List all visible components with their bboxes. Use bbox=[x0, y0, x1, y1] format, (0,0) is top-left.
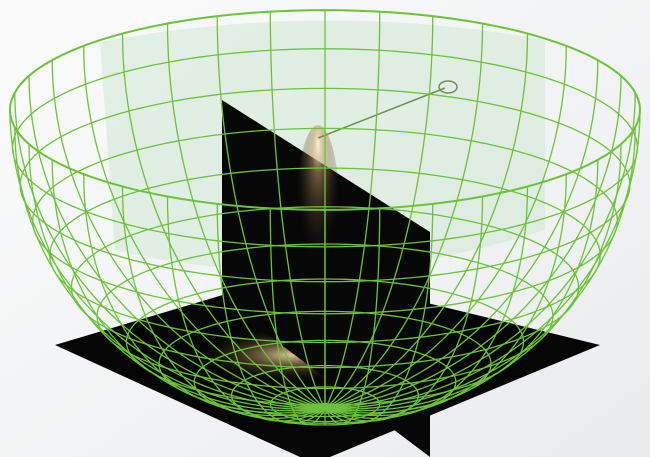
longitude-line bbox=[28, 75, 326, 410]
longitude-line bbox=[121, 33, 326, 410]
longitude-line bbox=[324, 208, 381, 426]
longitude-line bbox=[324, 92, 636, 410]
longitude-line bbox=[83, 174, 326, 417]
longitude-line bbox=[216, 16, 326, 410]
longitude-line bbox=[324, 16, 434, 410]
wireframe bbox=[8, 9, 641, 426]
direction-vector bbox=[317, 87, 446, 139]
longitude-line bbox=[269, 208, 326, 426]
longitude-line bbox=[324, 127, 636, 410]
longitude-line bbox=[324, 33, 529, 410]
longitude-line bbox=[28, 144, 326, 412]
longitude-line bbox=[121, 186, 326, 420]
longitude-line bbox=[14, 92, 326, 410]
longitude-line bbox=[166, 23, 326, 410]
longitude-line bbox=[324, 174, 567, 417]
longitude-line bbox=[324, 144, 622, 412]
longitude-line bbox=[324, 45, 567, 410]
vertical-glow bbox=[296, 125, 340, 305]
longitude-line bbox=[324, 186, 529, 420]
longitude-line bbox=[269, 11, 326, 410]
longitude-line bbox=[83, 45, 326, 410]
longitude-line bbox=[324, 60, 599, 410]
source-icon bbox=[438, 80, 458, 94]
longitude-line bbox=[51, 159, 326, 414]
longitude-line bbox=[9, 109, 326, 410]
longitude-line bbox=[324, 23, 484, 410]
longitude-line bbox=[324, 11, 381, 410]
longitude-line bbox=[51, 60, 326, 410]
longitude-line bbox=[324, 75, 622, 410]
longitude-line bbox=[324, 159, 599, 414]
